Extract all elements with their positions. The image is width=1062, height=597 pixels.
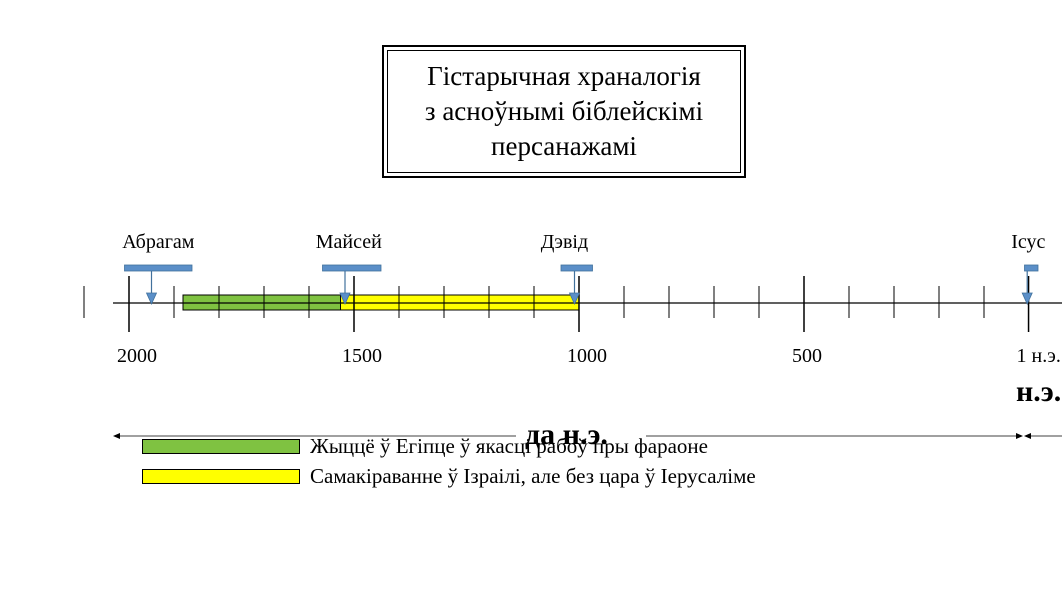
title-inner-frame: Гістарычная храналогія з асноўнымі бібле… <box>387 50 741 173</box>
title-line-3: персанажамі <box>491 131 637 161</box>
title-line-2: з асноўнымі біблейскімі <box>424 96 704 126</box>
tick-label: 1 н.э. <box>1017 345 1061 367</box>
tick-label: 500 <box>792 345 822 367</box>
era-label-bce: да н.э. <box>525 418 608 451</box>
person-name: Майсей <box>316 231 382 253</box>
person-pointer-arrow <box>568 292 581 305</box>
person-marker-bar <box>560 264 593 272</box>
person-name: Ісус <box>1011 231 1045 253</box>
legend-item-selfrule: Самакіраванне ў Ізраілі, але без цара ў … <box>142 464 756 488</box>
legend-item-egypt: Жыццё ў Егіпце ў якасці рабоў пры фараон… <box>142 434 708 458</box>
tick-label: 1000 <box>567 345 607 367</box>
legend-swatch-egypt <box>142 438 300 454</box>
era-arrow-ce <box>1024 433 1031 439</box>
legend-swatch-selfrule <box>142 468 300 484</box>
legend-label-egypt: Жыццё ў Егіпце ў якасці рабоў пры фараон… <box>310 433 708 458</box>
person-name: Абрагам <box>122 231 195 253</box>
tick-label: 2000 <box>117 345 157 367</box>
era-arrow-left <box>113 433 120 439</box>
tick-label: 1500 <box>342 345 382 367</box>
person-pointer-arrow <box>339 292 351 305</box>
person-pointer-arrow <box>145 292 158 305</box>
title-line-1: Гістарычная храналогія <box>427 61 701 91</box>
era-label-ce: н.э. <box>1016 375 1061 408</box>
person-marker-bar <box>322 264 382 272</box>
person-marker-bar <box>1024 264 1039 272</box>
person-name: Дэвід <box>541 231 588 253</box>
title-box: Гістарычная храналогія з асноўнымі бібле… <box>382 45 746 178</box>
era-arrow-right <box>1016 433 1023 439</box>
person-marker-bar <box>124 264 193 272</box>
legend-label-selfrule: Самакіраванне ў Ізраілі, але без цара ў … <box>310 463 756 488</box>
person-pointer-arrow <box>1021 292 1033 305</box>
